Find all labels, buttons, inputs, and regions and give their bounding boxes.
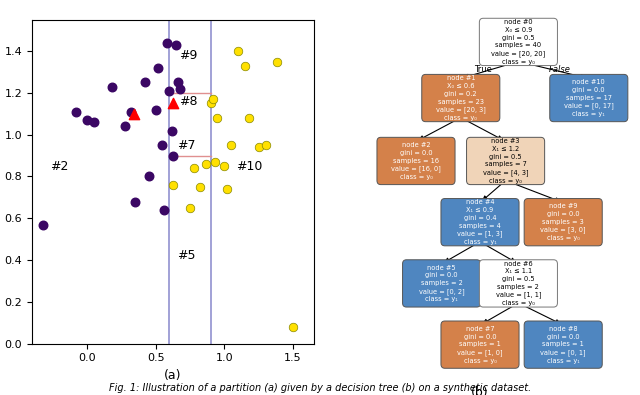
Point: [202, 161, 212, 167]
Point: [140, 79, 150, 86]
Text: node #5
gini = 0.0
samples = 2
value = [0, 2]
class = y₁: node #5 gini = 0.0 samples = 2 value = […: [419, 265, 465, 302]
Point: [288, 324, 298, 330]
Point: [159, 207, 169, 213]
Point: [150, 106, 161, 113]
FancyBboxPatch shape: [479, 18, 557, 66]
Point: [226, 142, 236, 148]
Text: (b): (b): [471, 386, 489, 395]
FancyBboxPatch shape: [467, 137, 545, 184]
FancyBboxPatch shape: [377, 137, 455, 184]
Point: [161, 40, 172, 46]
Text: True: True: [474, 66, 492, 75]
FancyBboxPatch shape: [441, 321, 519, 368]
Point: [120, 123, 131, 130]
Text: node #10
gini = 0.0
samples = 17
value = [0, 17]
class = y₁: node #10 gini = 0.0 samples = 17 value =…: [564, 79, 614, 117]
Point: [168, 100, 179, 107]
Text: node #4
X₁ ≤ 0.9
gini = 0.4
samples = 4
value = [1, 3]
class = y₁: node #4 X₁ ≤ 0.9 gini = 0.4 samples = 4 …: [457, 199, 503, 245]
FancyBboxPatch shape: [403, 260, 481, 307]
Point: [185, 205, 195, 211]
Text: node #1
X₀ ≤ 0.6
gini = 0.2
samples = 23
value = [20, 3]
class = y₀: node #1 X₀ ≤ 0.6 gini = 0.2 samples = 23…: [436, 75, 486, 121]
Point: [157, 142, 168, 148]
Point: [168, 152, 179, 159]
FancyBboxPatch shape: [524, 199, 602, 246]
Text: node #6
X₁ ≤ 1.1
gini = 0.5
samples = 2
value = [1, 1]
class = y₀: node #6 X₁ ≤ 1.1 gini = 0.5 samples = 2 …: [495, 261, 541, 306]
Point: [171, 41, 181, 48]
Point: [126, 109, 136, 115]
Text: #9: #9: [179, 49, 198, 62]
Text: node #9
gini = 0.0
samples = 3
value = [3, 0]
class = y₀: node #9 gini = 0.0 samples = 3 value = […: [540, 203, 586, 241]
FancyBboxPatch shape: [524, 321, 602, 368]
Point: [271, 58, 282, 65]
Point: [168, 182, 179, 188]
Point: [260, 142, 271, 148]
Point: [209, 159, 220, 165]
Text: #2: #2: [51, 160, 68, 173]
Point: [189, 165, 199, 171]
Point: [71, 109, 81, 115]
Text: #7: #7: [177, 139, 195, 152]
Point: [164, 88, 175, 94]
Text: node #7
gini = 0.0
samples = 1
value = [1, 0]
class = y₀: node #7 gini = 0.0 samples = 1 value = […: [457, 326, 503, 363]
Point: [89, 119, 99, 125]
Point: [222, 186, 232, 192]
FancyBboxPatch shape: [422, 74, 500, 122]
FancyBboxPatch shape: [441, 199, 519, 246]
Point: [212, 115, 223, 121]
Point: [130, 198, 140, 205]
FancyBboxPatch shape: [479, 260, 557, 307]
FancyBboxPatch shape: [550, 74, 628, 122]
Point: [233, 48, 243, 54]
Text: node #8
gini = 0.0
samples = 1
value = [0, 1]
class = y₁: node #8 gini = 0.0 samples = 1 value = […: [540, 326, 586, 363]
Text: node #2
gini = 0.0
samples = 16
value = [16, 0]
class = y₀: node #2 gini = 0.0 samples = 16 value = …: [391, 142, 441, 180]
Text: #8: #8: [179, 95, 198, 108]
Point: [195, 184, 205, 190]
Point: [253, 144, 264, 150]
Text: False: False: [549, 66, 571, 75]
Point: [208, 96, 218, 102]
Text: Fig. 1: Illustration of a partition (a) given by a decision tree (b) on a synthe: Fig. 1: Illustration of a partition (a) …: [109, 383, 531, 393]
Point: [167, 127, 177, 134]
Text: #5: #5: [177, 249, 195, 262]
Point: [240, 62, 250, 69]
Text: node #0
X₀ ≤ 0.9
gini = 0.5
samples = 40
value = [20, 20]
class = y₀: node #0 X₀ ≤ 0.9 gini = 0.5 samples = 40…: [492, 19, 545, 65]
Point: [143, 173, 154, 180]
Point: [106, 83, 116, 90]
Point: [38, 221, 48, 228]
Point: [205, 100, 216, 107]
Text: node #3
X₁ ≤ 1.2
gini = 0.5
samples = 7
value = [4, 3]
class = y₀: node #3 X₁ ≤ 1.2 gini = 0.5 samples = 7 …: [483, 138, 529, 184]
Point: [82, 117, 92, 123]
Point: [219, 163, 229, 169]
Point: [244, 115, 254, 121]
Text: #10: #10: [236, 160, 262, 173]
X-axis label: (a): (a): [164, 369, 182, 382]
Point: [153, 65, 163, 71]
Point: [175, 86, 186, 92]
Point: [129, 111, 139, 117]
Point: [173, 79, 183, 86]
